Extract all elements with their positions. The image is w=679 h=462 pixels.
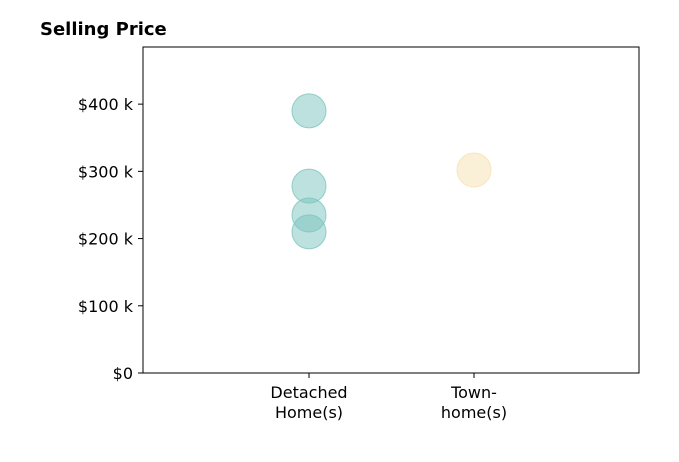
y-tick-label: $300 k [78,162,134,181]
data-point [291,93,327,129]
plot-frame [142,46,640,374]
x-tick-label: Town- [450,383,497,402]
y-tick-label: $200 k [78,230,134,249]
y-tick-label: $0 [113,364,133,383]
plot-area: $0 $100 k $200 k $300 k $400 k DetachedHome(s… [78,46,640,422]
y-tick-label: $100 k [78,297,134,316]
x-tick-label: home(s) [441,403,507,422]
chart-title: Selling Price [40,19,167,40]
x-tick-label: Home(s) [275,403,343,422]
y-tick-label: $400 k [78,95,134,114]
data-point [291,214,327,250]
x-tick-label: Detached [270,383,347,402]
data-point [456,152,492,188]
